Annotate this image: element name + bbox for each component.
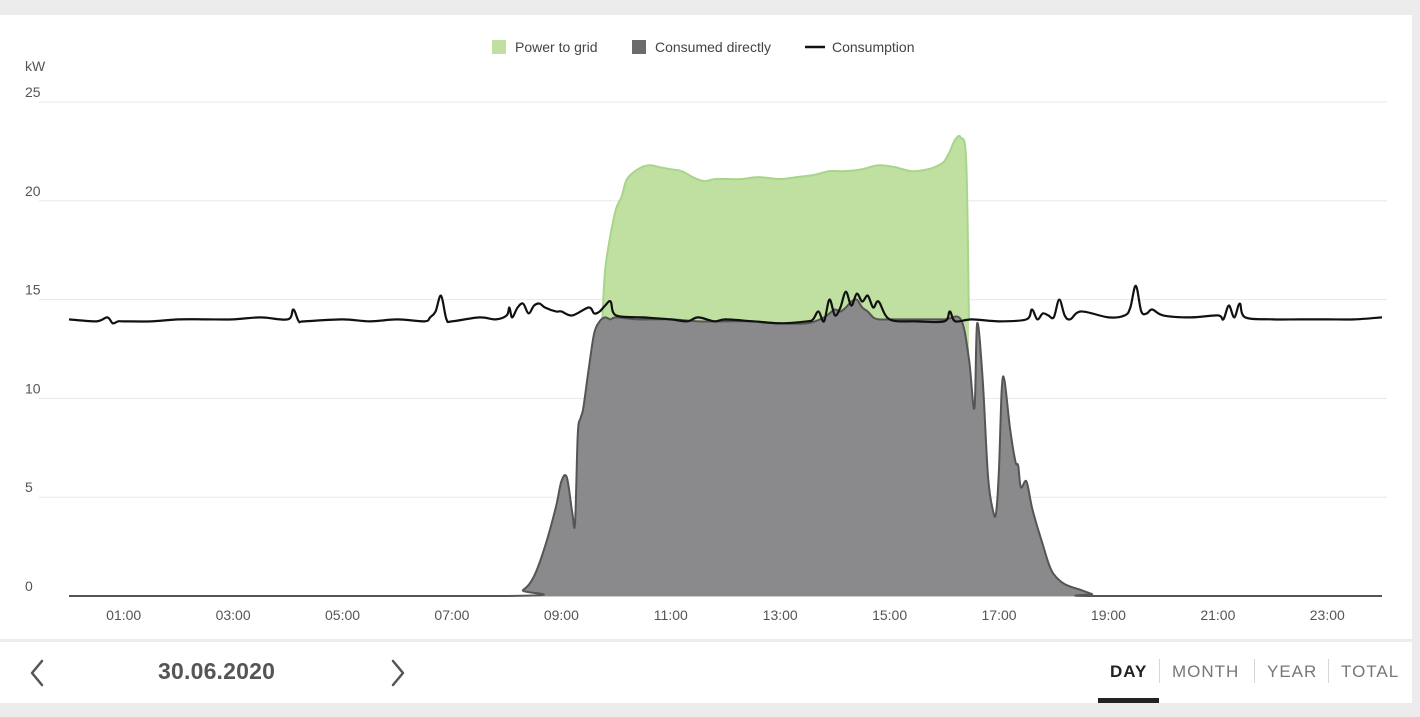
y-tick-label: 5 bbox=[25, 479, 33, 495]
legend-label-consumption: Consumption bbox=[832, 39, 915, 55]
energy-chart: kW 0 5 10 15 20 25 01:00 03:00 05:00 07:00 09:00 11… bbox=[25, 39, 1387, 623]
tab-divider bbox=[1254, 659, 1255, 683]
legend-label-consumed-directly: Consumed directly bbox=[655, 39, 771, 55]
previous-day-button[interactable] bbox=[24, 656, 54, 690]
chevron-left-icon bbox=[30, 659, 44, 687]
energy-chart-card: kW 0 5 10 15 20 25 01:00 03:00 05:00 07:00 09:00 11… bbox=[0, 15, 1412, 639]
x-tick-label: 09:00 bbox=[544, 607, 579, 623]
tab-month[interactable]: MONTH bbox=[1172, 662, 1240, 681]
chart-legend: Power to grid Consumed directly Consumpt… bbox=[492, 39, 915, 55]
tab-divider bbox=[1328, 659, 1329, 683]
x-tick-label: 11:00 bbox=[654, 607, 688, 623]
line-series bbox=[68, 284, 1383, 325]
chevron-right-icon bbox=[391, 659, 405, 687]
y-tick-label: 20 bbox=[25, 183, 41, 199]
tab-year[interactable]: YEAR bbox=[1267, 662, 1318, 681]
next-day-button[interactable] bbox=[383, 656, 413, 690]
y-tick-label: 25 bbox=[25, 84, 41, 100]
x-tick-label: 13:00 bbox=[763, 607, 798, 623]
current-date-label[interactable]: 30.06.2020 bbox=[158, 658, 276, 684]
consumption-line bbox=[68, 284, 1383, 325]
x-tick-label: 07:00 bbox=[434, 607, 469, 623]
x-tick-label: 01:00 bbox=[106, 607, 141, 623]
x-tick-label: 21:00 bbox=[1200, 607, 1235, 623]
x-tick-label: 23:00 bbox=[1310, 607, 1345, 623]
y-tick-label: 0 bbox=[25, 578, 33, 594]
active-tab-indicator bbox=[1098, 698, 1159, 703]
tab-day[interactable]: DAY bbox=[1110, 662, 1148, 681]
legend-label-power-to-grid: Power to grid bbox=[515, 39, 597, 55]
tab-divider bbox=[1159, 659, 1160, 683]
x-tick-label: 05:00 bbox=[325, 607, 360, 623]
legend-swatch-power-to-grid bbox=[492, 40, 506, 54]
axis-labels: kW 0 5 10 15 20 25 01:00 03:00 05:00 07:00 09:00 11… bbox=[25, 58, 1345, 623]
y-axis-unit-label: kW bbox=[25, 58, 46, 74]
y-tick-label: 15 bbox=[25, 282, 41, 298]
date-navigation-bar: 30.06.2020 DAY MONTH YEAR TOTAL bbox=[0, 642, 1412, 703]
x-tick-label: 19:00 bbox=[1091, 607, 1126, 623]
consumed-directly-area bbox=[69, 299, 1382, 596]
tab-total[interactable]: TOTAL bbox=[1341, 662, 1400, 681]
power-to-grid-area-outline bbox=[601, 134, 970, 320]
area-series bbox=[69, 134, 1382, 598]
y-tick-label: 10 bbox=[25, 380, 41, 396]
x-tick-label: 03:00 bbox=[216, 607, 251, 623]
x-tick-label: 15:00 bbox=[872, 607, 907, 623]
consumed-directly-area-outline bbox=[69, 298, 1382, 598]
x-tick-label: 17:00 bbox=[982, 607, 1017, 623]
legend-swatch-consumed-directly bbox=[632, 40, 646, 54]
